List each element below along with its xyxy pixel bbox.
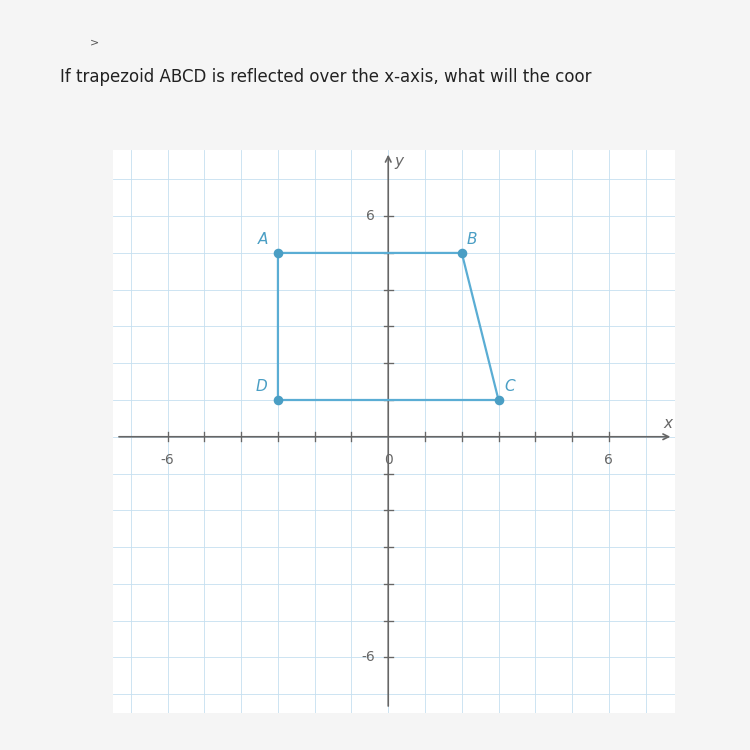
Text: C: C	[504, 379, 515, 394]
Text: x: x	[663, 416, 672, 431]
Point	[272, 247, 284, 259]
Text: 6: 6	[367, 209, 375, 224]
Text: >: >	[90, 38, 99, 47]
Point	[493, 394, 505, 406]
Point	[272, 394, 284, 406]
Text: B: B	[466, 232, 477, 247]
Text: 6: 6	[604, 453, 613, 467]
Text: y: y	[394, 154, 404, 169]
Point	[456, 247, 468, 259]
Text: If trapezoid ABCD is reflected over the x-axis, what will the coor: If trapezoid ABCD is reflected over the …	[60, 68, 592, 86]
Text: -6: -6	[160, 453, 175, 467]
Text: D: D	[256, 379, 268, 394]
Text: A: A	[258, 232, 268, 247]
Text: 0: 0	[384, 453, 392, 467]
Text: -6: -6	[362, 650, 375, 664]
